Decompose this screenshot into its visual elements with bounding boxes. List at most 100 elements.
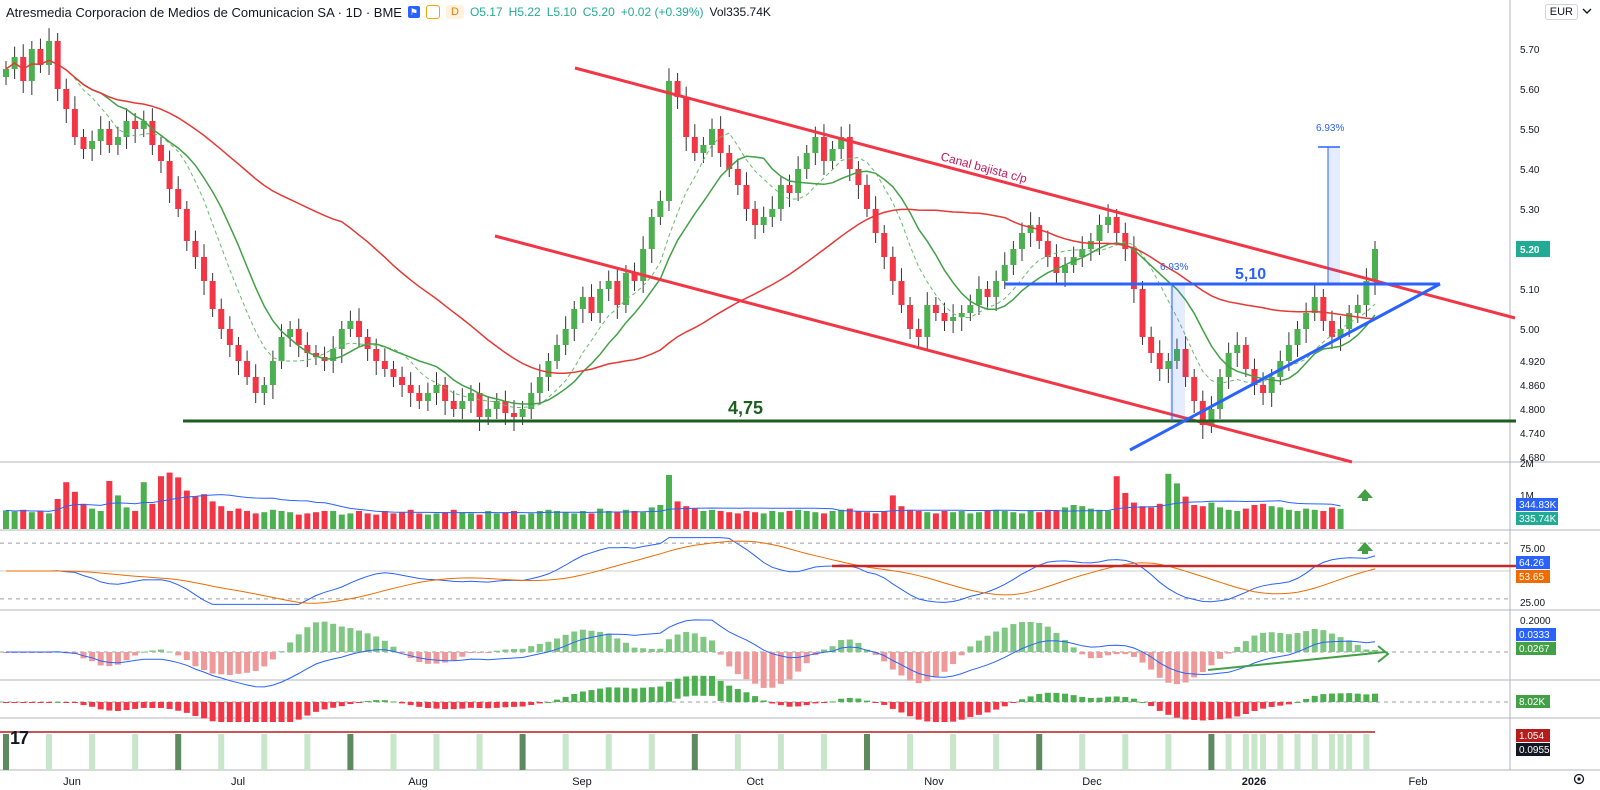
macd-histogram-bar xyxy=(201,652,208,671)
macd-histogram-bar xyxy=(683,631,690,652)
volume-bar xyxy=(364,513,371,529)
candle-body xyxy=(424,393,431,401)
macd-histogram-bar xyxy=(1182,652,1189,683)
price-tick-label: 5.00 xyxy=(1520,325,1540,336)
arrow-right-icon xyxy=(1377,645,1390,663)
macd-histogram-bar xyxy=(958,652,965,656)
volume-bar xyxy=(11,511,18,529)
candle-body xyxy=(295,329,302,345)
macd-histogram-bar xyxy=(674,634,681,652)
price-tick-label: 5.30 xyxy=(1520,205,1540,216)
chevron-down-icon[interactable] xyxy=(1582,6,1592,16)
ma-slow-line xyxy=(5,59,1376,374)
volume-bar xyxy=(485,511,492,529)
volume-bar xyxy=(881,511,888,529)
candle-body xyxy=(631,273,638,281)
candle-body xyxy=(795,169,802,193)
candle-body xyxy=(1079,249,1086,257)
osc-bar xyxy=(872,702,879,703)
macd-histogram-bar xyxy=(709,640,716,652)
volume-bar xyxy=(1320,511,1327,529)
macd-histogram-bar xyxy=(743,652,750,680)
macd-histogram-bar xyxy=(381,640,388,652)
volume-bar xyxy=(321,511,328,529)
volume-bar xyxy=(390,513,397,529)
osc-bar xyxy=(1294,701,1301,703)
macd-histogram-bar xyxy=(734,652,741,675)
candle-body xyxy=(1320,297,1327,321)
volume-bar xyxy=(545,509,552,529)
rsi-ma-line xyxy=(6,540,1376,604)
macd-histogram-bar xyxy=(1044,626,1051,652)
volume-bar xyxy=(226,511,233,529)
volume-bar xyxy=(1268,506,1275,529)
vix-bar xyxy=(46,734,53,770)
volume-bar xyxy=(717,511,724,529)
macd-histogram-bar xyxy=(89,652,96,662)
volume-bar xyxy=(1294,511,1301,529)
macd-histogram-bar xyxy=(536,643,543,652)
volume-bar xyxy=(218,506,225,529)
osc-bar xyxy=(1182,702,1189,720)
delayed-badge[interactable]: D xyxy=(445,5,464,19)
volume-label: 344.83K xyxy=(1519,500,1557,511)
volume-bar xyxy=(838,509,845,529)
volume-bar xyxy=(1096,509,1103,529)
currency-button[interactable]: EUR xyxy=(1544,4,1578,20)
macd-histogram-bar xyxy=(665,639,672,652)
volume-bar xyxy=(399,512,406,529)
osc-bar xyxy=(1062,693,1069,702)
candle-body xyxy=(1225,353,1232,377)
volume-bar xyxy=(46,513,53,529)
osc-bar xyxy=(579,691,586,702)
vix-bar xyxy=(1328,734,1335,770)
candle-body xyxy=(97,129,104,141)
candle-body xyxy=(597,289,604,313)
rsi-line xyxy=(6,537,1376,605)
macd-histogram-bar xyxy=(416,652,423,663)
osc-bar xyxy=(1036,693,1043,702)
osc-bar xyxy=(640,687,647,702)
gear-icon[interactable] xyxy=(1572,772,1586,786)
osc-bar xyxy=(950,702,957,722)
candle-body xyxy=(1122,233,1129,249)
macd-histogram-bar xyxy=(872,652,879,655)
osc-bar xyxy=(709,675,716,696)
osc-bar xyxy=(1208,702,1215,721)
price-tick-label: 4.920 xyxy=(1520,357,1545,368)
osc-bar xyxy=(330,702,337,708)
flag-icon[interactable]: ⚑ xyxy=(407,6,420,18)
candle-body xyxy=(46,41,53,65)
symbol-title[interactable]: Atresmedia Corporacion de Medios de Comu… xyxy=(6,4,402,20)
volume-bar xyxy=(1242,508,1249,529)
candle-body xyxy=(347,321,354,329)
macd-histogram-bar xyxy=(1208,652,1215,666)
osc-bar xyxy=(924,702,931,722)
candle-body xyxy=(1337,329,1344,337)
volume-bar xyxy=(795,509,802,529)
candle-body xyxy=(924,305,931,337)
candle-body xyxy=(459,401,466,409)
volume-bar xyxy=(1027,511,1034,529)
osc-bar xyxy=(304,702,311,716)
candle-body xyxy=(1217,377,1224,409)
volume-bar xyxy=(89,508,96,529)
volume-bar xyxy=(1156,503,1163,529)
macd-histogram-bar xyxy=(829,646,836,652)
volume-bar xyxy=(467,513,474,529)
macd-histogram-bar xyxy=(1242,641,1249,652)
vix-bar xyxy=(132,734,139,770)
tradingview-logo[interactable]: 17 xyxy=(10,728,29,748)
osc-bar xyxy=(356,702,363,703)
volume-bar xyxy=(381,511,388,529)
candle-body xyxy=(269,361,276,385)
candle-body xyxy=(1303,313,1310,329)
macd-histogram-bar xyxy=(1156,652,1163,678)
candle-body xyxy=(1208,409,1215,425)
candle-body xyxy=(28,49,35,81)
macd-histogram-bar xyxy=(1191,652,1198,678)
vix-bar xyxy=(1208,734,1215,770)
candle-body xyxy=(1199,401,1206,425)
volume-bar xyxy=(1165,473,1172,529)
